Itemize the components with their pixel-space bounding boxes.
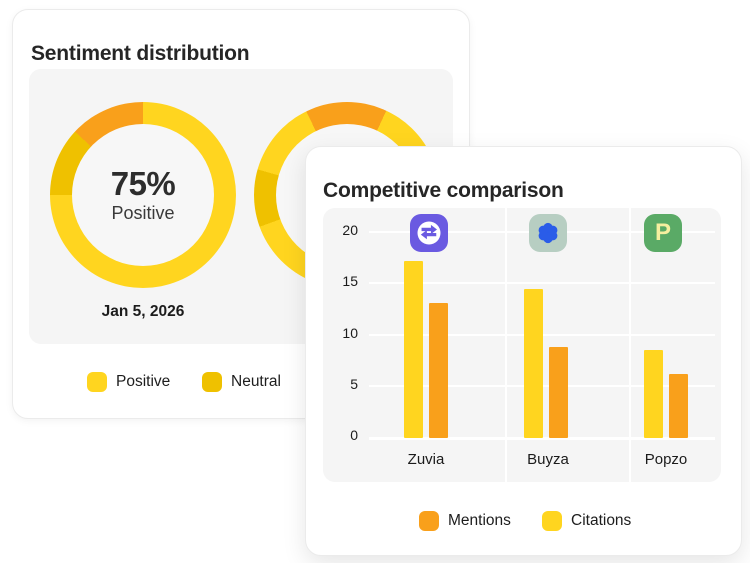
donut-center-value: 75%: [110, 164, 176, 202]
bar-buyza-citations: [524, 289, 543, 438]
bar-zuvia-citations: [404, 261, 423, 438]
category-label-popzo: Popzo: [644, 451, 688, 468]
legend-item-mentions: Mentions: [419, 510, 511, 532]
bar-buyza-mentions: [549, 347, 568, 438]
neutral-swatch: [202, 372, 222, 392]
category-label-buyza: Buyza: [527, 451, 569, 468]
ytick-5: 5: [350, 376, 358, 392]
bar-popzo-citations: [644, 350, 663, 438]
swap-arrows-icon: [417, 221, 441, 245]
legend-label: Neutral: [231, 373, 281, 390]
buyza-brand-icon: [529, 214, 567, 252]
sentiment-donut-primary: 75% Positive: [50, 102, 236, 288]
legend-label: Positive: [116, 373, 171, 390]
donut-date-caption: Jan 5, 2026: [101, 303, 185, 320]
bar-chart-panel: 20 15 10 5 0: [323, 208, 721, 482]
competitive-card-title: Competitive comparison: [323, 179, 564, 203]
gridline-vertical-1: [505, 208, 507, 482]
ytick-20: 20: [342, 222, 358, 238]
gridline-vertical-2: [629, 208, 631, 482]
gridline-baseline: [369, 437, 715, 440]
competitive-card: Competitive comparison 20 15 10 5 0: [305, 146, 742, 556]
gridline-15: [369, 282, 715, 284]
legend-item-positive: Positive: [87, 371, 170, 393]
ytick-10: 10: [342, 325, 358, 341]
citations-swatch: [542, 511, 562, 531]
donut-center-label: Positive: [111, 202, 175, 223]
legend-item-citations: Citations: [542, 510, 631, 532]
legend-label: Citations: [571, 512, 632, 529]
letter-p-glyph: P: [654, 219, 671, 246]
zuvia-brand-icon: [410, 214, 448, 252]
popzo-brand-icon: P: [644, 214, 682, 252]
bar-popzo-mentions: [669, 374, 688, 438]
ytick-0: 0: [350, 427, 358, 443]
bar-zuvia-mentions: [429, 303, 448, 438]
donut-center: 75% Positive: [72, 124, 214, 266]
positive-swatch: [87, 372, 107, 392]
blob-flower-icon: [538, 222, 558, 244]
mentions-swatch: [419, 511, 439, 531]
sentiment-card-title: Sentiment distribution: [31, 42, 250, 66]
ytick-15: 15: [342, 273, 358, 289]
category-label-zuvia: Zuvia: [407, 451, 445, 468]
legend-label: Mentions: [448, 512, 511, 529]
legend-item-neutral: Neutral: [202, 371, 281, 393]
